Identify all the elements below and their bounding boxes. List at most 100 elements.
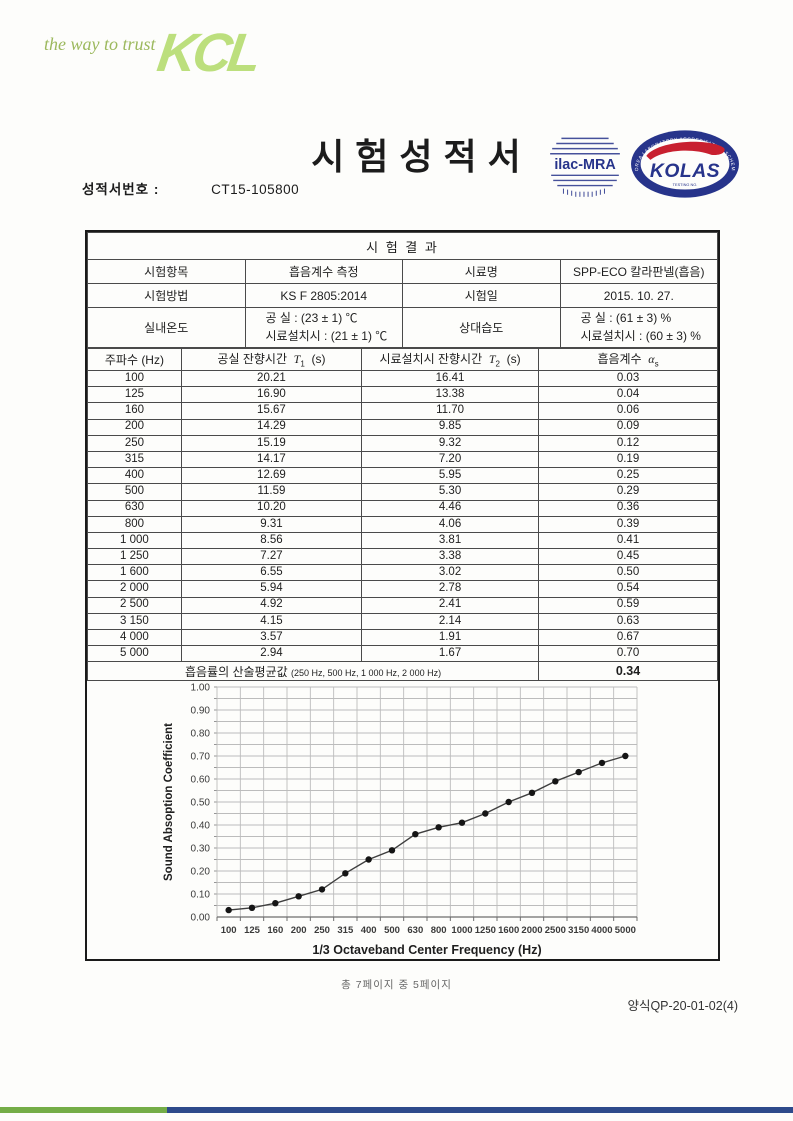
table-cell: 4.92 (180, 596, 363, 614)
table-cell: 6.55 (180, 564, 363, 582)
freq-row: 200 14.29 9.85 0.09 (87, 418, 718, 436)
svg-text:1600: 1600 (498, 925, 519, 936)
report-number-value: CT15-105800 (211, 182, 300, 197)
table-cell: 9.32 (361, 434, 540, 452)
table-cell: 315 (87, 450, 182, 469)
freq-row: 2 500 4.92 2.41 0.59 (87, 596, 718, 614)
report-number-label: 성적서번호 : (82, 182, 160, 197)
info-value: KS F 2805:2014 (244, 283, 403, 308)
table-cell: 0.03 (538, 369, 718, 388)
table-cell: 0.06 (538, 402, 718, 420)
table-cell: 5.95 (361, 467, 540, 485)
svg-text:0.30: 0.30 (191, 844, 211, 855)
table-cell: 9.85 (361, 418, 540, 436)
table-cell: 15.19 (180, 434, 363, 452)
table-cell: 15.67 (180, 402, 363, 420)
table-cell: 0.45 (538, 548, 718, 566)
svg-text:1000: 1000 (451, 925, 472, 936)
kolas-sub-text: TESTING NO. (673, 183, 698, 187)
chart-y-tick-labels: 0.00 0.10 0.20 0.30 0.40 0.50 0.60 0.70 0.80 0.90… (191, 683, 211, 924)
table-cell: 3.57 (180, 628, 363, 647)
info-value: 공 실 : (23 ± 1) ℃ 시료설치시 : (21 ± 1) ℃ (244, 307, 403, 348)
absorption-line (228, 755, 626, 912)
freq-row: 125 16.90 13.38 0.04 (87, 386, 718, 404)
info-value: 공 실 : (61 ± 3) % 시료설치시 : (60 ± 3) % (559, 307, 718, 348)
chart-x-axis-title: 1/3 Octaveband Center Frequency (Hz) (312, 943, 541, 957)
mean-label-cell: 흡음률의 산술평균값 (250 Hz, 500 Hz, 1 000 Hz, 2 … (87, 661, 540, 682)
svg-text:2500: 2500 (545, 925, 566, 936)
table-cell: 1 600 (87, 564, 182, 582)
table-cell: 2 500 (87, 596, 182, 614)
table-cell: 250 (87, 434, 182, 452)
table-cell: 10.20 (180, 499, 363, 517)
table-cell: 400 (87, 467, 182, 485)
table-cell: 4.46 (361, 499, 540, 517)
results-box: 시 험 결 과 시험항목 흡음계수 측정 시료명 SPP-ECO 칼라판넬(흡음… (85, 230, 720, 961)
table-cell: 20.21 (180, 369, 363, 388)
freq-header-row: 주파수 (Hz) 공실 잔향시간 T1 (s) 시료설치시 잔향시간 T2 (s… (87, 348, 718, 371)
t2-header: 시료설치시 잔향시간 T2 (s) (361, 348, 540, 371)
freq-row: 1 250 7.27 3.38 0.45 (87, 548, 718, 566)
svg-text:250: 250 (314, 925, 330, 936)
table-cell: 7.27 (180, 548, 363, 566)
table-cell: 0.63 (538, 612, 718, 631)
table-cell: 0.29 (538, 483, 718, 501)
table-cell: 0.09 (538, 418, 718, 436)
freq-row: 500 11.59 5.30 0.29 (87, 483, 718, 501)
table-cell: 0.36 (538, 499, 718, 517)
table-cell: 630 (87, 499, 182, 517)
ilac-tick-row (562, 188, 605, 197)
table-cell: 0.59 (538, 596, 718, 614)
table-cell: 4.06 (361, 515, 540, 533)
info-value: SPP-ECO 칼라판넬(흡음) (559, 259, 718, 284)
info-label: 시험일 (402, 283, 561, 308)
mean-label: 흡음률의 산술평균값 (184, 664, 288, 679)
table-cell: 100 (87, 369, 182, 388)
svg-text:630: 630 (407, 925, 423, 936)
alpha-header: 흡음계수 αs (538, 348, 718, 371)
svg-text:0.80: 0.80 (191, 729, 211, 740)
svg-text:0.50: 0.50 (191, 798, 211, 809)
ilac-mra-seal-icon: ilac-MRA (549, 137, 621, 197)
freq-row: 4 000 3.57 1.91 0.67 (87, 628, 718, 647)
table-cell: 1.91 (361, 628, 540, 647)
info-value: 흡음계수 측정 (244, 259, 403, 284)
table-cell: 16.90 (180, 386, 363, 404)
table-cell: 0.67 (538, 628, 718, 647)
mean-row: 흡음률의 산술평균값 (250 Hz, 500 Hz, 1 000 Hz, 2 … (87, 661, 718, 682)
results-section-title: 시 험 결 과 (87, 232, 718, 260)
info-row: 시험항목 흡음계수 측정 시료명 SPP-ECO 칼라판넬(흡음) (87, 259, 718, 284)
absorption-chart: 0.00 0.10 0.20 0.30 0.40 0.50 0.60 0.70 0.80 0.90… (87, 681, 718, 959)
info-row: 실내온도 공 실 : (23 ± 1) ℃ 시료설치시 : (21 ± 1) ℃… (87, 307, 718, 348)
table-cell: 2.41 (361, 596, 540, 614)
table-cell: 0.25 (538, 467, 718, 485)
table-cell: 13.38 (361, 386, 540, 404)
report-number-line: 성적서번호 : CT15-105800 (82, 178, 299, 198)
freq-row: 630 10.20 4.46 0.36 (87, 499, 718, 517)
table-cell: 1.67 (361, 645, 540, 663)
table-cell: 0.54 (538, 580, 718, 598)
table-cell: 1 000 (87, 531, 182, 550)
absorption-chart-svg: 0.00 0.10 0.20 0.30 0.40 0.50 0.60 0.70 0.80 0.90… (163, 683, 638, 957)
freq-row: 3 150 4.15 2.14 0.63 (87, 612, 718, 631)
freq-row: 315 14.17 7.20 0.19 (87, 450, 718, 469)
accreditation-stamps: ilac-MRA KOREA LABORATORY ACCREDITATION … (545, 124, 741, 204)
svg-text:4000: 4000 (591, 925, 612, 936)
freq-row: 100 20.21 16.41 0.03 (87, 369, 718, 388)
table-cell: 800 (87, 515, 182, 533)
table-cell: 5.94 (180, 580, 363, 598)
svg-text:200: 200 (291, 925, 307, 936)
t1-header: 공실 잔향시간 T1 (s) (180, 348, 363, 371)
table-cell: 0.70 (538, 645, 718, 663)
table-cell: 1 250 (87, 548, 182, 566)
table-cell: 160 (87, 402, 182, 420)
table-cell: 0.50 (538, 564, 718, 582)
table-cell: 3.38 (361, 548, 540, 566)
frequency-table: 주파수 (Hz) 공실 잔향시간 T1 (s) 시료설치시 잔향시간 T2 (s… (87, 348, 718, 682)
freq-row: 2 000 5.94 2.78 0.54 (87, 580, 718, 598)
table-cell: 2.94 (180, 645, 363, 663)
svg-text:2000: 2000 (521, 925, 542, 936)
svg-text:100: 100 (221, 925, 237, 936)
table-cell: 12.69 (180, 467, 363, 485)
ilac-mra-text: ilac-MRA (554, 157, 615, 173)
